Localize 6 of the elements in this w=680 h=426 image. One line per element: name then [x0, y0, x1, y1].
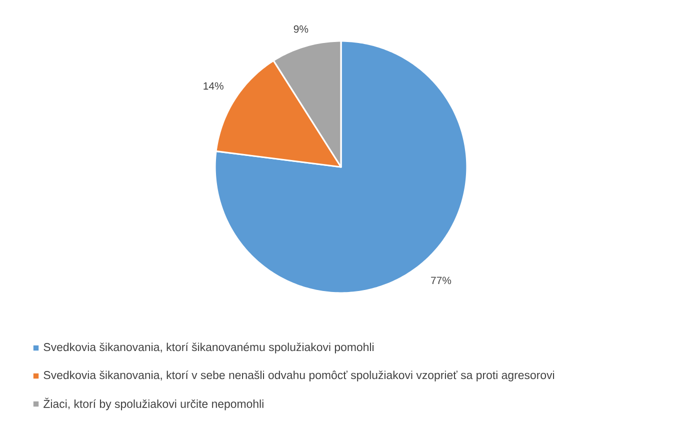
legend-label: Svedkovia šikanovania, ktorí v sebe nenašli odvahu pomôcť spolužiakovi vzoprieť sa proti agresorovi: [44, 370, 554, 382]
data-label: 77%: [431, 276, 452, 284]
data-label: 14%: [204, 82, 224, 90]
legend-label: Svedkovia šikanovania, ktorí šikanovanému spolužiakovi pomohli: [44, 342, 374, 354]
legend-label: Žiaci, ktorí by spolužiakovi určite nepomohli: [44, 398, 264, 410]
data-label: 9%: [294, 25, 308, 33]
